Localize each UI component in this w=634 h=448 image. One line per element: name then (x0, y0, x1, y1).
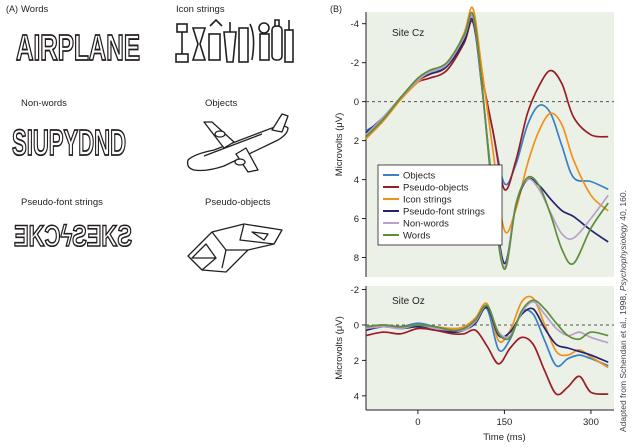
words-sample-text: AIRPLANE (16, 27, 140, 66)
credit-prefix: Adapted from Schendan et al., 1998, (618, 293, 628, 432)
y-tick-label-cz: 6 (354, 214, 359, 225)
y-tick-label-cz: 8 (354, 253, 359, 264)
credit-text: Adapted from Schendan et al., 1998, Psyc… (618, 190, 628, 432)
pseudo-font-glyphs-icon: ƎKϽϟƧƎKƧ (13, 219, 133, 254)
stimulus-label-non-words: Non-words (21, 98, 67, 109)
plot-area-oz (366, 286, 614, 410)
series-line-oz-1 (365, 327, 609, 396)
y-tick-label-cz: 0 (354, 97, 359, 108)
legend-label-5: Words (403, 231, 431, 242)
x-axis-title-oz: Time (ms) (483, 432, 525, 443)
y-tick-label-cz: -4 (351, 19, 359, 30)
series-line-oz-5 (365, 299, 609, 341)
y-tick-label-cz: -2 (351, 58, 359, 69)
legend-label-2: Icon strings (403, 195, 452, 206)
y-axis-title-cz: Microvolts (μV) (334, 113, 345, 177)
series-line-cz-1 (365, 20, 609, 191)
y-tick-label-cz: 2 (354, 136, 359, 147)
airplane-drawing-icon (186, 113, 289, 173)
series-line-oz-3 (365, 306, 609, 363)
outlined-letters-icon: SIUPYDND (11, 121, 127, 162)
y-axis-title-oz: Microvolts (μV) (334, 316, 345, 380)
series-line-cz-0 (365, 14, 609, 191)
legend-label-1: Pseudo-objects (403, 183, 469, 194)
pseudo-object-drawing-icon (187, 223, 283, 273)
stimulus-label-icon-strings: Icon strings (176, 4, 225, 15)
outlined-letters-icon: AIRPLANE (15, 26, 141, 66)
x-tick-label-oz: 0 (415, 417, 420, 428)
legend-label-3: Pseudo-font strings (403, 207, 485, 218)
panel-a-label: (A) (6, 4, 18, 14)
legend-label-0: Objects (403, 171, 435, 182)
stimulus-label-words: Words (21, 4, 49, 15)
series-line-cz-4 (365, 13, 609, 269)
y-tick-label-oz: 2 (354, 356, 359, 367)
series-line-oz-0 (365, 307, 609, 368)
y-tick-label-oz: 0 (354, 320, 359, 331)
series-line-cz-2 (365, 6, 609, 234)
y-tick-label-oz: 4 (354, 391, 359, 402)
icon-string-drawing-icon (175, 18, 294, 63)
stimulus-label-objects: Objects (205, 98, 238, 109)
credit-suffix: 40, 160. (618, 190, 628, 224)
series-line-oz-2 (365, 295, 609, 369)
credit-journal: Psychophysiology (618, 223, 628, 292)
stimulus-label-pseudo-objects: Pseudo-objects (205, 197, 271, 208)
panel-b-label: (B) (330, 4, 342, 14)
legend-box (377, 164, 503, 246)
plot-area-cz (366, 12, 614, 277)
series-line-cz-3 (365, 17, 609, 265)
series-line-oz-4 (365, 301, 609, 344)
site-title-oz: Site Oz (392, 296, 425, 307)
site-title-cz: Site Cz (392, 28, 424, 39)
y-tick-label-oz: -2 (351, 285, 359, 296)
legend-label-4: Non-words (403, 219, 449, 230)
y-tick-label-cz: 4 (354, 175, 359, 186)
series-line-cz-5 (365, 11, 609, 271)
non-words-sample-text: SIUPYDND (12, 122, 126, 162)
x-tick-label-oz: 150 (496, 417, 512, 428)
stimulus-label-pseudo-font-strings: Pseudo-font strings (21, 197, 103, 208)
pseudo-font-sample-text: ƎKϽϟƧƎKƧ (14, 220, 132, 253)
x-tick-label-oz: 300 (583, 417, 599, 428)
